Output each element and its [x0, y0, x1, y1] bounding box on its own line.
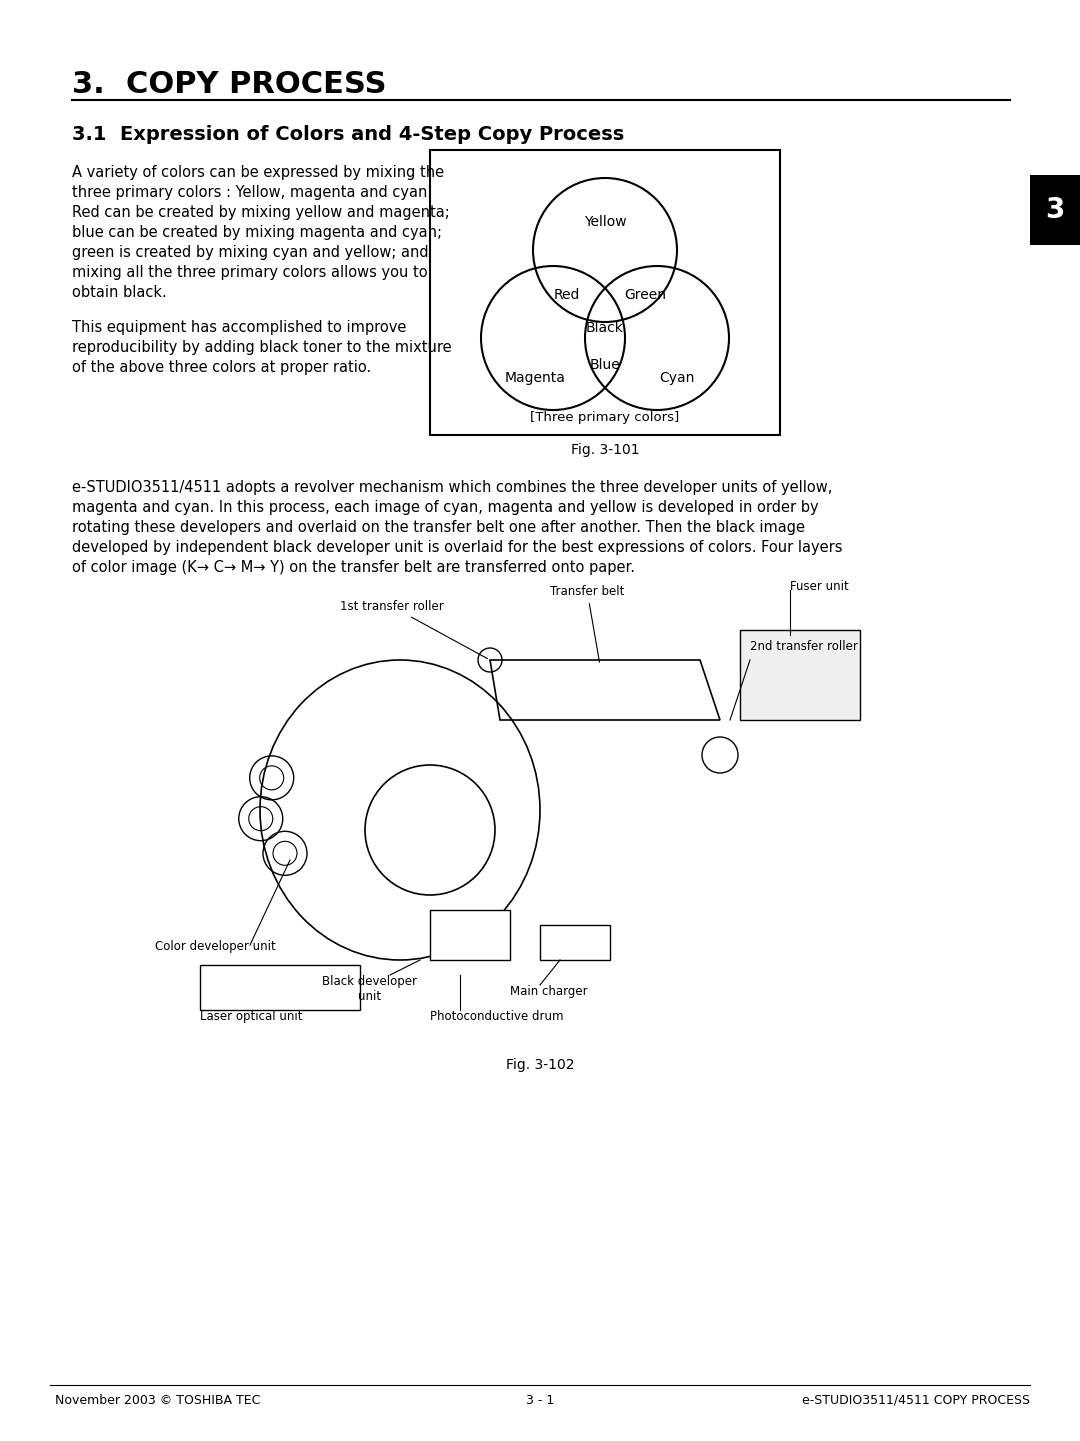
- Text: blue can be created by mixing magenta and cyan;: blue can be created by mixing magenta an…: [72, 225, 442, 241]
- Text: developed by independent black developer unit is overlaid for the best expressio: developed by independent black developer…: [72, 540, 842, 555]
- FancyBboxPatch shape: [540, 925, 610, 960]
- Text: Black developer
unit: Black developer unit: [323, 976, 418, 1003]
- Text: mixing all the three primary colors allows you to: mixing all the three primary colors allo…: [72, 265, 428, 280]
- Text: Color developer unit: Color developer unit: [156, 940, 275, 953]
- Text: Black: Black: [586, 321, 624, 334]
- FancyBboxPatch shape: [740, 630, 860, 720]
- Text: 3.  COPY PROCESS: 3. COPY PROCESS: [72, 71, 387, 99]
- Text: obtain black.: obtain black.: [72, 285, 166, 300]
- Text: Fig. 3-101: Fig. 3-101: [570, 442, 639, 457]
- Text: Transfer belt: Transfer belt: [550, 585, 624, 663]
- Text: This equipment has accomplished to improve: This equipment has accomplished to impro…: [72, 320, 406, 334]
- FancyBboxPatch shape: [430, 911, 510, 960]
- Text: magenta and cyan. In this process, each image of cyan, magenta and yellow is dev: magenta and cyan. In this process, each …: [72, 500, 819, 514]
- Text: Magenta: Magenta: [504, 370, 566, 385]
- Text: e-STUDIO3511/4511 COPY PROCESS: e-STUDIO3511/4511 COPY PROCESS: [802, 1393, 1030, 1406]
- Text: e-STUDIO3511/4511 adopts a revolver mechanism which combines the three developer: e-STUDIO3511/4511 adopts a revolver mech…: [72, 480, 833, 496]
- Text: 1st transfer roller: 1st transfer roller: [340, 599, 487, 659]
- FancyBboxPatch shape: [200, 965, 360, 1010]
- Text: Blue: Blue: [590, 357, 620, 372]
- FancyBboxPatch shape: [430, 150, 780, 435]
- Text: Red: Red: [554, 288, 580, 303]
- Text: Main charger: Main charger: [510, 986, 588, 999]
- Text: green is created by mixing cyan and yellow; and: green is created by mixing cyan and yell…: [72, 245, 429, 259]
- Text: Red can be created by mixing yellow and magenta;: Red can be created by mixing yellow and …: [72, 205, 449, 220]
- Text: A variety of colors can be expressed by mixing the: A variety of colors can be expressed by …: [72, 166, 444, 180]
- Text: Fuser unit: Fuser unit: [789, 579, 849, 594]
- Text: 3 - 1: 3 - 1: [526, 1393, 554, 1406]
- Text: Fig. 3-102: Fig. 3-102: [505, 1058, 575, 1072]
- Text: November 2003 © TOSHIBA TEC: November 2003 © TOSHIBA TEC: [55, 1393, 260, 1406]
- FancyBboxPatch shape: [1030, 174, 1080, 245]
- Text: of the above three colors at proper ratio.: of the above three colors at proper rati…: [72, 360, 372, 375]
- Text: Photoconductive drum: Photoconductive drum: [430, 1010, 564, 1023]
- Text: three primary colors : Yellow, magenta and cyan.: three primary colors : Yellow, magenta a…: [72, 184, 432, 200]
- Text: 3: 3: [1045, 196, 1065, 223]
- Text: Cyan: Cyan: [659, 370, 694, 385]
- Text: 2nd transfer roller: 2nd transfer roller: [750, 640, 858, 653]
- Text: of color image (K→ C→ M→ Y) on the transfer belt are transferred onto paper.: of color image (K→ C→ M→ Y) on the trans…: [72, 561, 635, 575]
- Text: reproducibility by adding black toner to the mixture: reproducibility by adding black toner to…: [72, 340, 451, 354]
- Text: rotating these developers and overlaid on the transfer belt one after another. T: rotating these developers and overlaid o…: [72, 520, 805, 535]
- Text: Laser optical unit: Laser optical unit: [200, 1010, 302, 1023]
- Text: Green: Green: [624, 288, 666, 303]
- Text: Yellow: Yellow: [583, 215, 626, 229]
- Text: 3.1  Expression of Colors and 4-Step Copy Process: 3.1 Expression of Colors and 4-Step Copy…: [72, 125, 624, 144]
- Text: [Three primary colors]: [Three primary colors]: [530, 411, 679, 424]
